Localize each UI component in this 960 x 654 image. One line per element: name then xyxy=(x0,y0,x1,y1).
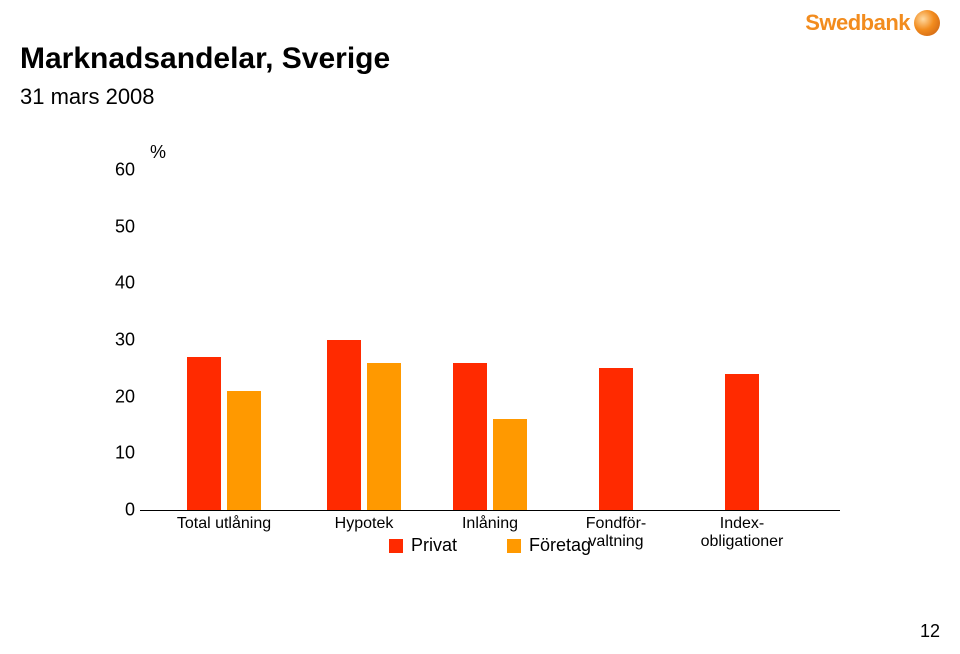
brand-oak-icon xyxy=(914,10,940,36)
page-title: Marknadsandelar, Sverige xyxy=(20,42,390,76)
brand-text: Swedbank xyxy=(805,10,910,36)
bar-chart: % 0 10 20 30 40 50 60 Total utlåningHypotekInlå… xyxy=(80,140,880,540)
plot-area: % 0102030405060Total utlåningHypotekInlå… xyxy=(140,170,840,511)
bar-group xyxy=(725,374,759,510)
bar xyxy=(367,363,401,510)
bar-group xyxy=(187,357,261,510)
y-tick-label: 10 xyxy=(90,443,135,464)
bar xyxy=(187,357,221,510)
bar xyxy=(227,391,261,510)
bar-group xyxy=(453,363,527,510)
bar xyxy=(453,363,487,510)
y-tick-label: 50 xyxy=(90,216,135,237)
bar xyxy=(599,368,633,510)
legend: Privat Företag xyxy=(140,535,840,556)
brand-logo: Swedbank xyxy=(805,10,940,36)
y-axis-unit: % xyxy=(150,142,166,163)
x-tick-label: Inlåning xyxy=(420,515,560,533)
y-tick-label: 20 xyxy=(90,386,135,407)
legend-item: Privat xyxy=(389,535,457,556)
bar xyxy=(327,340,361,510)
x-tick-label: Total utlåning xyxy=(154,515,294,533)
y-tick-label: 0 xyxy=(90,500,135,521)
y-tick-label: 60 xyxy=(90,160,135,181)
bar-group xyxy=(327,340,401,510)
legend-label: Företag xyxy=(529,535,591,556)
x-tick-label: Hypotek xyxy=(294,515,434,533)
y-tick-label: 40 xyxy=(90,273,135,294)
bar xyxy=(493,419,527,510)
legend-label: Privat xyxy=(411,535,457,556)
bar xyxy=(725,374,759,510)
y-tick-label: 30 xyxy=(90,330,135,351)
page-number: 12 xyxy=(920,621,940,642)
page-subtitle: 31 mars 2008 xyxy=(20,84,155,110)
legend-swatch xyxy=(507,539,521,553)
legend-item: Företag xyxy=(507,535,591,556)
bar-group xyxy=(599,368,633,510)
legend-swatch xyxy=(389,539,403,553)
